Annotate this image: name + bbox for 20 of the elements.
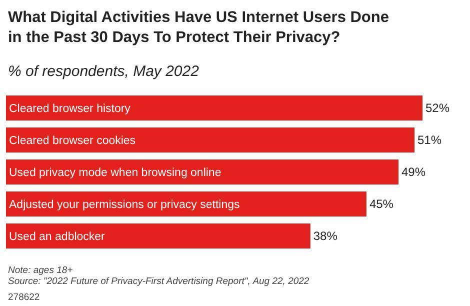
bar <box>6 96 423 120</box>
bar <box>6 192 366 216</box>
chart-subtitle: % of respondents, May 2022 <box>8 63 200 80</box>
y-tick-label: Adjusted your permissions or privacy settings <box>9 199 240 212</box>
y-tick-label: Used an adblocker <box>9 231 106 244</box>
bar <box>6 128 414 152</box>
bar <box>6 160 398 184</box>
data-label: 52% <box>426 101 450 115</box>
y-tick-label: Cleared browser cookies <box>9 135 136 148</box>
bar <box>6 224 310 248</box>
y-tick-label: Used privacy mode when browsing online <box>9 167 222 180</box>
y-tick-label: Cleared browser history <box>9 103 131 116</box>
chart-title: What Digital Activities Have US Internet Users Done in the Past 30 Days To Protect Their Privacy? <box>8 9 390 46</box>
data-label: 51% <box>418 133 442 147</box>
data-label: 45% <box>369 197 394 211</box>
source-note: Source: "2022 Future of Privacy-First Advertising Report", Aug 22, 2022 <box>8 276 310 287</box>
data-label: 38% <box>313 229 338 243</box>
data-label: 49% <box>401 165 426 179</box>
text: Note: ages 18+ <box>8 265 74 276</box>
text: 278622 <box>8 292 40 303</box>
